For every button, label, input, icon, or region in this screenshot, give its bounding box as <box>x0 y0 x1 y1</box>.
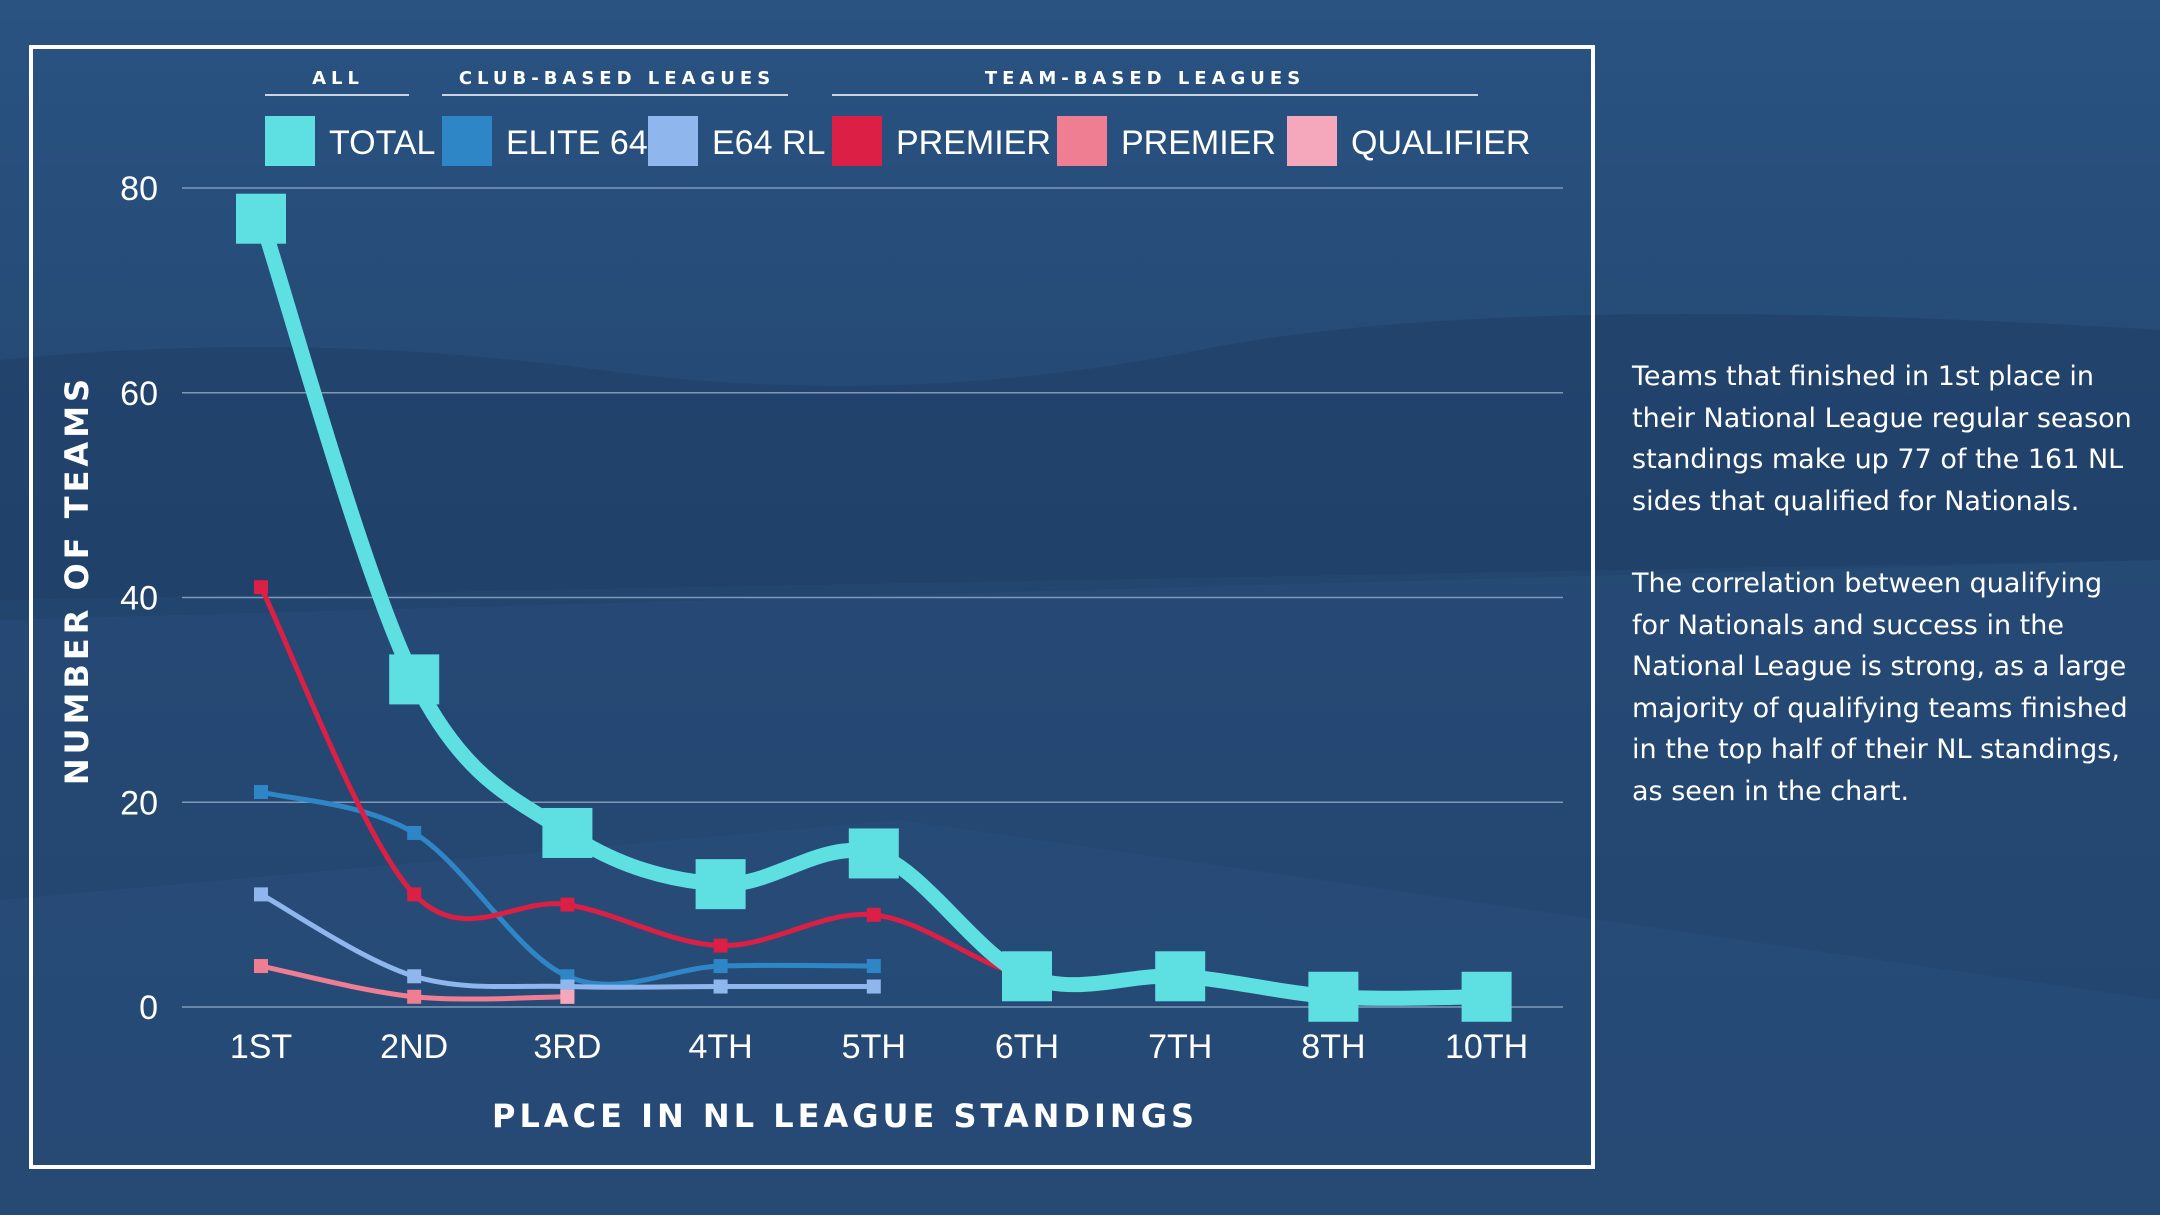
data-point <box>236 193 286 244</box>
legend-group-club-label: CLUB-BASED LEAGUES <box>459 68 775 89</box>
legend-label: PREMIER 1 <box>896 124 1079 162</box>
series-layer <box>236 193 1512 1022</box>
y-tick-label: 60 <box>120 375 158 413</box>
legend-item: TOTAL <box>265 116 435 166</box>
data-point <box>407 969 422 984</box>
legend-label: QUALIFIER <box>1351 124 1530 162</box>
side-description: Teams that finished in 1st place in thei… <box>1632 356 2137 853</box>
series-premier-1 <box>254 580 1494 1004</box>
data-point <box>1461 971 1512 1022</box>
side-paragraph-1: Teams that finished in 1st place in thei… <box>1632 361 2132 517</box>
legend-swatch <box>265 116 315 166</box>
data-point <box>866 979 881 994</box>
series-line <box>253 211 1495 1006</box>
series-line <box>258 584 1490 1001</box>
legend-item: PREMIER 1 <box>832 116 1079 166</box>
legend: TOTAL ELITE 64 E64 RL PREMIER 1 PREMIER 2 QUA… <box>265 116 1530 166</box>
legend-label: E64 RL <box>712 124 825 162</box>
data-point <box>848 828 899 879</box>
data-point <box>866 959 881 974</box>
legend-swatch <box>832 116 882 166</box>
legend-group-team-label: TEAM-BASED LEAGUES <box>985 68 1305 89</box>
data-point <box>254 959 268 974</box>
legend-swatch <box>442 116 492 166</box>
legend-swatch <box>648 116 698 166</box>
y-axis-title: NUMBER OF TEAMS <box>58 375 96 785</box>
data-point <box>560 989 575 1004</box>
data-point <box>407 825 422 840</box>
legend-item: PREMIER 2 <box>1057 116 1304 166</box>
legend-label: PREMIER 2 <box>1121 124 1304 162</box>
legend-swatch <box>1287 116 1337 166</box>
data-point <box>866 907 881 922</box>
y-axis-ticks: 0 20 40 60 80 <box>120 170 158 1027</box>
x-tick-label: 3RD <box>533 1028 601 1066</box>
legend-item: ELITE 64 <box>442 116 648 166</box>
x-tick-label: 10TH <box>1445 1028 1528 1066</box>
chart-frame <box>29 45 1595 1169</box>
data-point <box>407 887 422 902</box>
legend-swatch <box>1057 116 1107 166</box>
data-point <box>695 859 746 910</box>
data-point <box>254 785 268 800</box>
data-point <box>389 654 440 705</box>
data-point <box>713 938 728 953</box>
data-point <box>1002 951 1052 1002</box>
side-paragraph-2: The correlation between qualifying for N… <box>1632 568 2128 807</box>
data-point <box>560 897 575 912</box>
y-tick-label: 40 <box>120 580 158 618</box>
data-point <box>1308 971 1359 1022</box>
x-tick-label: 8TH <box>1301 1028 1365 1066</box>
x-tick-label: 7TH <box>1148 1028 1212 1066</box>
legend-label: ELITE 64 <box>506 124 648 162</box>
data-point <box>542 807 593 858</box>
data-point <box>407 989 422 1004</box>
legend-group-all-label: ALL <box>312 68 364 89</box>
series-e64-rl <box>254 887 881 994</box>
legend-item: E64 RL <box>648 116 825 166</box>
data-point <box>254 580 268 595</box>
y-tick-label: 0 <box>139 989 158 1027</box>
x-axis-title: PLACE IN NL LEAGUE STANDINGS <box>492 1097 1198 1135</box>
x-tick-label: 5TH <box>842 1028 906 1066</box>
x-tick-label: 2ND <box>380 1028 448 1066</box>
series-qualifier <box>560 989 575 1004</box>
series-total <box>236 193 1512 1022</box>
data-point <box>713 979 728 994</box>
x-tick-label: 4TH <box>688 1028 752 1066</box>
legend-label: TOTAL <box>329 124 435 162</box>
y-tick-label: 80 <box>120 170 158 208</box>
grid-lines <box>182 187 1563 1008</box>
y-tick-label: 20 <box>120 784 158 822</box>
x-tick-label: 1ST <box>230 1028 292 1066</box>
data-point <box>1155 951 1206 1002</box>
legend-item: QUALIFIER <box>1287 116 1530 166</box>
x-tick-label: 6TH <box>995 1028 1059 1066</box>
legend-groups: ALL CLUB-BASED LEAGUES TEAM-BASED LEAGUE… <box>265 68 1478 96</box>
data-point <box>254 887 268 902</box>
data-point <box>713 959 728 974</box>
x-axis-ticks: 1ST 2ND 3RD 4TH 5TH 6TH 7TH 8TH 10TH <box>230 1028 1528 1066</box>
